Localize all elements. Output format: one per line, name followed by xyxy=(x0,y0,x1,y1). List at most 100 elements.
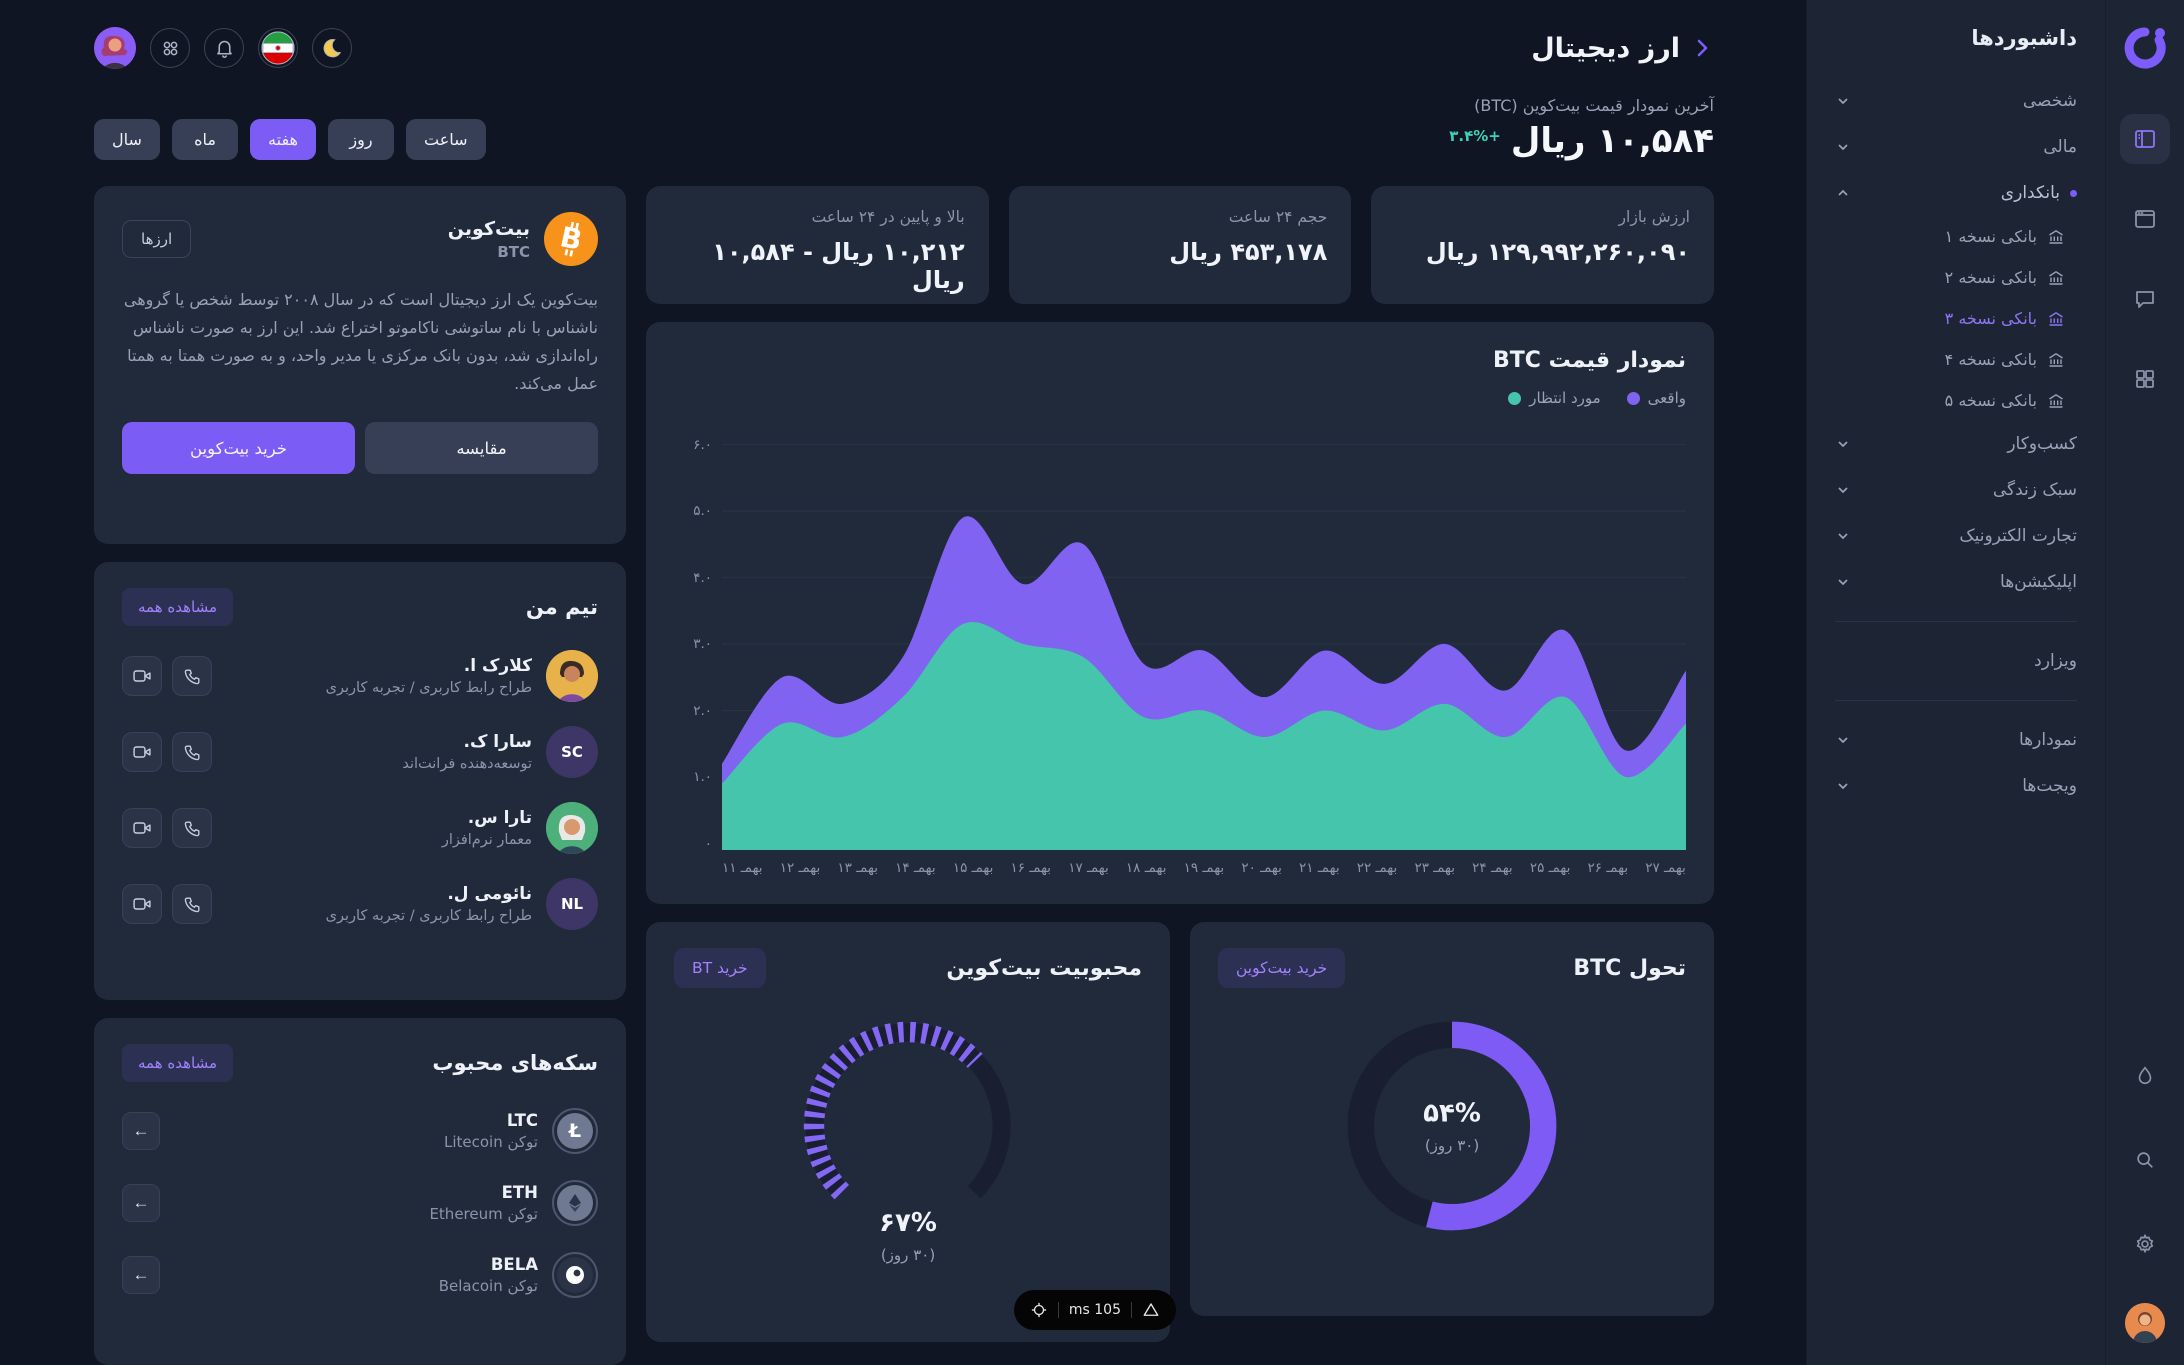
sidebar-item-banking-v5[interactable]: بانکی نسخه ۵ xyxy=(1835,380,2077,421)
price-change-badge: +۳.۴% xyxy=(1449,127,1501,145)
sidebar-item-wizard[interactable]: ویزارد xyxy=(2034,651,2077,671)
rail-dashboard-button[interactable] xyxy=(2120,114,2170,164)
search-button[interactable] xyxy=(2120,1135,2170,1185)
sidebar-item-charts[interactable]: نمودارها xyxy=(1835,717,2077,763)
filter-day-button[interactable]: روز xyxy=(328,119,394,161)
settings-gear-button[interactable] xyxy=(2120,1219,2170,1269)
bank-icon xyxy=(2049,352,2063,367)
filter-year-button[interactable]: سال xyxy=(94,119,160,161)
chart-title: نمودار قیمت BTC xyxy=(1493,348,1686,374)
video-call-button[interactable] xyxy=(122,808,162,849)
sidebar-item-finance[interactable]: مالی xyxy=(1835,124,2077,170)
btc-popularity-card: محبوبیت بیت‌کوین خرید BT ۶۷% (۳۰ روز) xyxy=(646,922,1176,1343)
chart-legend: واقعی مورد انتظار xyxy=(674,389,1686,407)
dark-mode-moon-button[interactable] xyxy=(312,28,352,68)
coins-view-all-button[interactable]: مشاهده همه xyxy=(122,1044,234,1083)
chevron-down-icon xyxy=(1835,436,1851,452)
popularity-title: محبوبیت بیت‌کوین xyxy=(946,955,1142,981)
rail-window-button[interactable] xyxy=(2120,194,2170,244)
language-flag-iran-button[interactable] xyxy=(258,28,298,68)
bitcoin-description: بیت‌کوین یک ارز دیجیتال است که در سال ۲۰… xyxy=(123,290,598,394)
sidebar: داشبوردها شخصی مالی بانکداری بانکی نسخه … xyxy=(1806,0,2106,1365)
buy-bitcoin-chip[interactable]: خرید بیت‌کوین xyxy=(1218,948,1346,989)
call-phone-button[interactable] xyxy=(172,808,212,849)
coin-open-arrow-button[interactable]: ← xyxy=(122,1184,160,1223)
rail-chat-button[interactable] xyxy=(2120,274,2170,324)
user-avatar[interactable] xyxy=(94,27,136,69)
popularity-period: (۳۰ روز) xyxy=(880,1246,936,1265)
video-call-button[interactable] xyxy=(122,884,162,925)
sidebar-item-widgets[interactable]: ویجت‌ها xyxy=(1835,763,2077,809)
coin-open-arrow-button[interactable]: ← xyxy=(122,1112,160,1151)
team-view-all-button[interactable]: مشاهده همه xyxy=(122,588,234,627)
rail-user-avatar[interactable] xyxy=(2125,1303,2165,1343)
latency-status-pill[interactable]: ms 105 xyxy=(1013,1290,1176,1331)
back-chevron-icon[interactable] xyxy=(1690,36,1714,60)
gauges-row: تحول BTC خرید بیت‌کوین ۵۴% (۳۰ روز) xyxy=(646,922,1714,1343)
sidebar-divider xyxy=(1835,700,2077,701)
member-avatar xyxy=(546,650,598,703)
notifications-bell-button[interactable] xyxy=(204,28,244,68)
bank-icon xyxy=(2049,311,2063,326)
sidebar-item-banking[interactable]: بانکداری xyxy=(1835,170,2077,216)
coin-open-arrow-button[interactable]: ← xyxy=(122,1256,160,1295)
legend-expected[interactable]: مورد انتظار xyxy=(1508,389,1601,407)
litecoin-icon: Ł xyxy=(552,1108,598,1155)
popular-coins-card: سکه‌های محبوب مشاهده همه Ł LTC توکن Lite… xyxy=(94,1018,626,1365)
compare-button[interactable]: مقایسه xyxy=(365,422,598,475)
bitcoin-icon: B xyxy=(544,212,598,267)
btc-evolution-card: تحول BTC خرید بیت‌کوین ۵۴% (۳۰ روز) xyxy=(1190,922,1714,1317)
team-member-row: NL نائومی ل. طراح رابط کاربری / تجربه کا… xyxy=(122,878,598,931)
sidebar-item-applications[interactable]: اپلیکیشن‌ها xyxy=(1835,559,2077,605)
currencies-badge-button[interactable]: ارزها xyxy=(122,220,192,259)
theme-droplet-button[interactable] xyxy=(2120,1051,2170,1101)
filter-month-button[interactable]: ماه xyxy=(172,119,238,161)
chart-y-axis: ۶.۰ ۵.۰ ۴.۰ ۳.۰ ۲.۰ ۱.۰ ۰ xyxy=(693,436,712,852)
team-member-row: کلارک ا. طراح رابط کاربری / تجربه کاربری xyxy=(122,650,598,703)
sidebar-item-lifestyle[interactable]: سبک زندگی xyxy=(1835,467,2077,513)
filter-week-button[interactable]: هفته xyxy=(250,119,316,161)
time-filter-group: ساعت روز هفته ماه سال xyxy=(94,119,486,161)
target-icon xyxy=(1030,1301,1048,1319)
ethereum-icon xyxy=(552,1180,598,1227)
app-logo-icon[interactable] xyxy=(2123,26,2167,70)
team-title: تیم من xyxy=(525,595,598,620)
buy-bt-chip[interactable]: خرید BT xyxy=(674,948,766,989)
chevron-down-icon xyxy=(1835,139,1851,155)
call-phone-button[interactable] xyxy=(172,656,212,697)
rail-grid-button[interactable] xyxy=(2120,354,2170,404)
coin-title: بیت‌کوین xyxy=(447,217,530,240)
sidebar-item-banking-v2[interactable]: بانکی نسخه ۲ xyxy=(1835,257,2077,298)
pill-divider xyxy=(1057,1302,1059,1319)
stat-high-low-24h: بالا و پایین در ۲۴ ساعت ۱۰,۲۱۲ ریال - ۱۰… xyxy=(646,186,989,305)
belacoin-icon xyxy=(552,1252,598,1299)
sidebar-item-banking-v1[interactable]: بانکی نسخه ۱ xyxy=(1835,216,2077,257)
sidebar-item-business[interactable]: کسب‌وکار xyxy=(1835,421,2077,467)
price-subtitle: آخرین نمودار قیمت بیت‌کوین (BTC) xyxy=(1474,96,1714,115)
sidebar-item-banking-v3[interactable]: بانکی نسخه ۳ xyxy=(1835,298,2077,339)
video-call-button[interactable] xyxy=(122,656,162,697)
apps-grid-button[interactable] xyxy=(150,28,190,68)
active-section-dot xyxy=(2070,189,2077,197)
legend-actual[interactable]: واقعی xyxy=(1626,389,1686,407)
area-chart-svg[interactable] xyxy=(722,421,1686,851)
chart-column: ارزش بازار ۱۲۹,۹۹۲,۲۶۰,۰۹۰ ریال حجم ۲۴ س… xyxy=(646,186,1714,1365)
triangle-icon xyxy=(1142,1301,1160,1319)
buy-bitcoin-button[interactable]: خرید بیت‌کوین xyxy=(122,422,355,475)
filter-hour-button[interactable]: ساعت xyxy=(406,119,486,161)
topbar: ارز دیجیتال xyxy=(94,22,1714,74)
sidebar-item-banking-v4[interactable]: بانکی نسخه ۴ xyxy=(1835,339,2077,380)
stat-volume-24h: حجم ۲۴ ساعت ۴۵۳,۱۷۸ ریال xyxy=(1008,186,1352,305)
call-phone-button[interactable] xyxy=(172,884,212,925)
icon-rail xyxy=(2106,0,2184,1365)
sidebar-item-personal[interactable]: شخصی xyxy=(1835,78,2077,124)
bank-icon xyxy=(2049,393,2063,408)
sidebar-title: داشبوردها xyxy=(1971,26,2077,50)
member-avatar xyxy=(546,802,598,855)
legend-dot-actual xyxy=(1626,391,1640,405)
member-avatar-initials: SC xyxy=(546,726,598,779)
latency-value: 105 xyxy=(1094,1302,1121,1319)
call-phone-button[interactable] xyxy=(172,732,212,773)
sidebar-item-ecommerce[interactable]: تجارت الکترونیک xyxy=(1835,513,2077,559)
video-call-button[interactable] xyxy=(122,732,162,773)
